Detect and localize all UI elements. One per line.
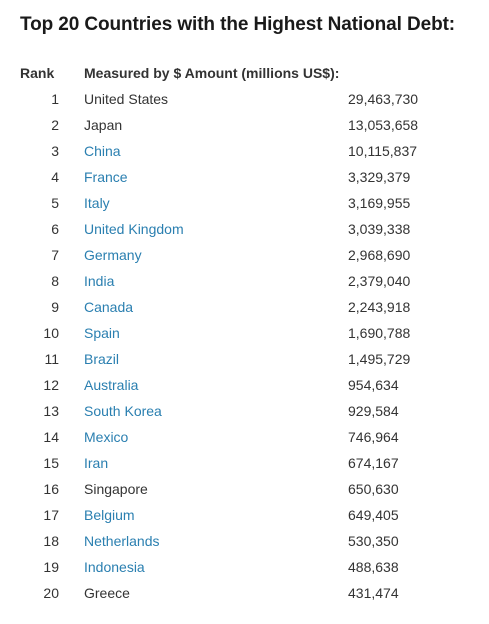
country-link[interactable]: France (84, 169, 128, 185)
country-name: Greece (84, 585, 130, 601)
country-link[interactable]: China (84, 143, 121, 159)
country-link[interactable]: Indonesia (84, 559, 145, 575)
table-row: 6 United Kingdom 3,039,338 (0, 216, 489, 242)
rank-column-header: Rank (20, 65, 55, 81)
table-row: 13 South Korea 929,584 (0, 398, 489, 424)
table-body: 1 United States 29,463,730 2 Japan 13,053,658… (0, 86, 489, 606)
country-link[interactable]: United Kingdom (84, 221, 184, 237)
table-row: 15 Iran 674,167 (0, 450, 489, 476)
country-link[interactable]: Italy (84, 195, 110, 211)
table-row: 16 Singapore 650,630 (0, 476, 489, 502)
table-row: 5 Italy 3,169,955 (0, 190, 489, 216)
debt-amount-cell: 3,329,379 (348, 169, 411, 185)
rank-cell: 18 (43, 533, 59, 549)
debt-amount-cell: 746,964 (348, 429, 399, 445)
table-row: 10 Spain 1,690,788 (0, 320, 489, 346)
debt-amount-cell: 2,379,040 (348, 273, 411, 289)
table-row: 4 France 3,329,379 (0, 164, 489, 190)
country-link[interactable]: Brazil (84, 351, 120, 367)
debt-amount-cell: 954,634 (348, 377, 399, 393)
debt-amount-cell: 1,495,729 (348, 351, 411, 367)
country-link[interactable]: Canada (84, 299, 134, 315)
table-row: 9 Canada 2,243,918 (0, 294, 489, 320)
table-row: 8 India 2,379,040 (0, 268, 489, 294)
amount-column-header: Measured by $ Amount (millions US$): (84, 65, 340, 81)
table-row: 17 Belgium 649,405 (0, 502, 489, 528)
country-link[interactable]: Germany (84, 247, 142, 263)
debt-amount-cell: 10,115,837 (348, 143, 418, 159)
rank-cell: 6 (51, 221, 59, 237)
rank-cell: 5 (51, 195, 59, 211)
debt-amount-cell: 649,405 (348, 507, 399, 523)
table-row: 14 Mexico 746,964 (0, 424, 489, 450)
rank-cell: 14 (43, 429, 59, 445)
rank-cell: 13 (43, 403, 59, 419)
rank-cell: 10 (43, 325, 59, 341)
rank-cell: 8 (51, 273, 59, 289)
table-row: 19 Indonesia 488,638 (0, 554, 489, 580)
country-link[interactable]: Mexico (84, 429, 129, 445)
debt-amount-cell: 2,968,690 (348, 247, 411, 263)
country-name: Japan (84, 117, 123, 133)
country-link[interactable]: India (84, 273, 115, 289)
debt-amount-cell: 13,053,658 (348, 117, 419, 133)
rank-cell: 15 (43, 455, 59, 471)
country-name: United States (84, 91, 169, 107)
table-row: 18 Netherlands 530,350 (0, 528, 489, 554)
debt-amount-cell: 1,690,788 (348, 325, 411, 341)
country-link[interactable]: Spain (84, 325, 120, 341)
debt-table: Rank Measured by $ Amount (millions US$)… (0, 60, 489, 606)
table-header-row: Rank Measured by $ Amount (millions US$)… (0, 60, 489, 86)
rank-cell: 1 (51, 91, 59, 107)
country-link[interactable]: Belgium (84, 507, 135, 523)
table-row: 20 Greece 431,474 (0, 580, 489, 606)
rank-cell: 3 (51, 143, 59, 159)
debt-amount-cell: 29,463,730 (348, 91, 419, 107)
debt-amount-cell: 488,638 (348, 559, 399, 575)
table-row: 1 United States 29,463,730 (0, 86, 489, 112)
debt-amount-cell: 431,474 (348, 585, 399, 601)
rank-cell: 17 (43, 507, 59, 523)
rank-cell: 2 (51, 117, 59, 133)
rank-cell: 11 (44, 351, 59, 367)
rank-cell: 19 (43, 559, 59, 575)
rank-cell: 9 (51, 299, 59, 315)
country-link[interactable]: Netherlands (84, 533, 160, 549)
debt-amount-cell: 3,169,955 (348, 195, 411, 211)
rank-cell: 16 (43, 481, 59, 497)
rank-cell: 4 (51, 169, 59, 185)
table-row: 7 Germany 2,968,690 (0, 242, 489, 268)
debt-amount-cell: 674,167 (348, 455, 399, 471)
debt-amount-cell: 929,584 (348, 403, 399, 419)
country-link[interactable]: Iran (84, 455, 109, 471)
country-link[interactable]: South Korea (84, 403, 162, 419)
debt-amount-cell: 3,039,338 (348, 221, 411, 237)
table-row: 11 Brazil 1,495,729 (0, 346, 489, 372)
debt-amount-cell: 2,243,918 (348, 299, 411, 315)
page-title: Top 20 Countries with the Highest Nation… (20, 14, 456, 35)
country-name: Singapore (84, 481, 148, 497)
rank-cell: 20 (43, 585, 59, 601)
rank-cell: 12 (43, 377, 59, 393)
debt-amount-cell: 530,350 (348, 533, 399, 549)
table-row: 12 Australia 954,634 (0, 372, 489, 398)
table-row: 3 China 10,115,837 (0, 138, 489, 164)
table-row: 2 Japan 13,053,658 (0, 112, 489, 138)
rank-cell: 7 (51, 247, 59, 263)
debt-amount-cell: 650,630 (348, 481, 399, 497)
country-link[interactable]: Australia (84, 377, 139, 393)
